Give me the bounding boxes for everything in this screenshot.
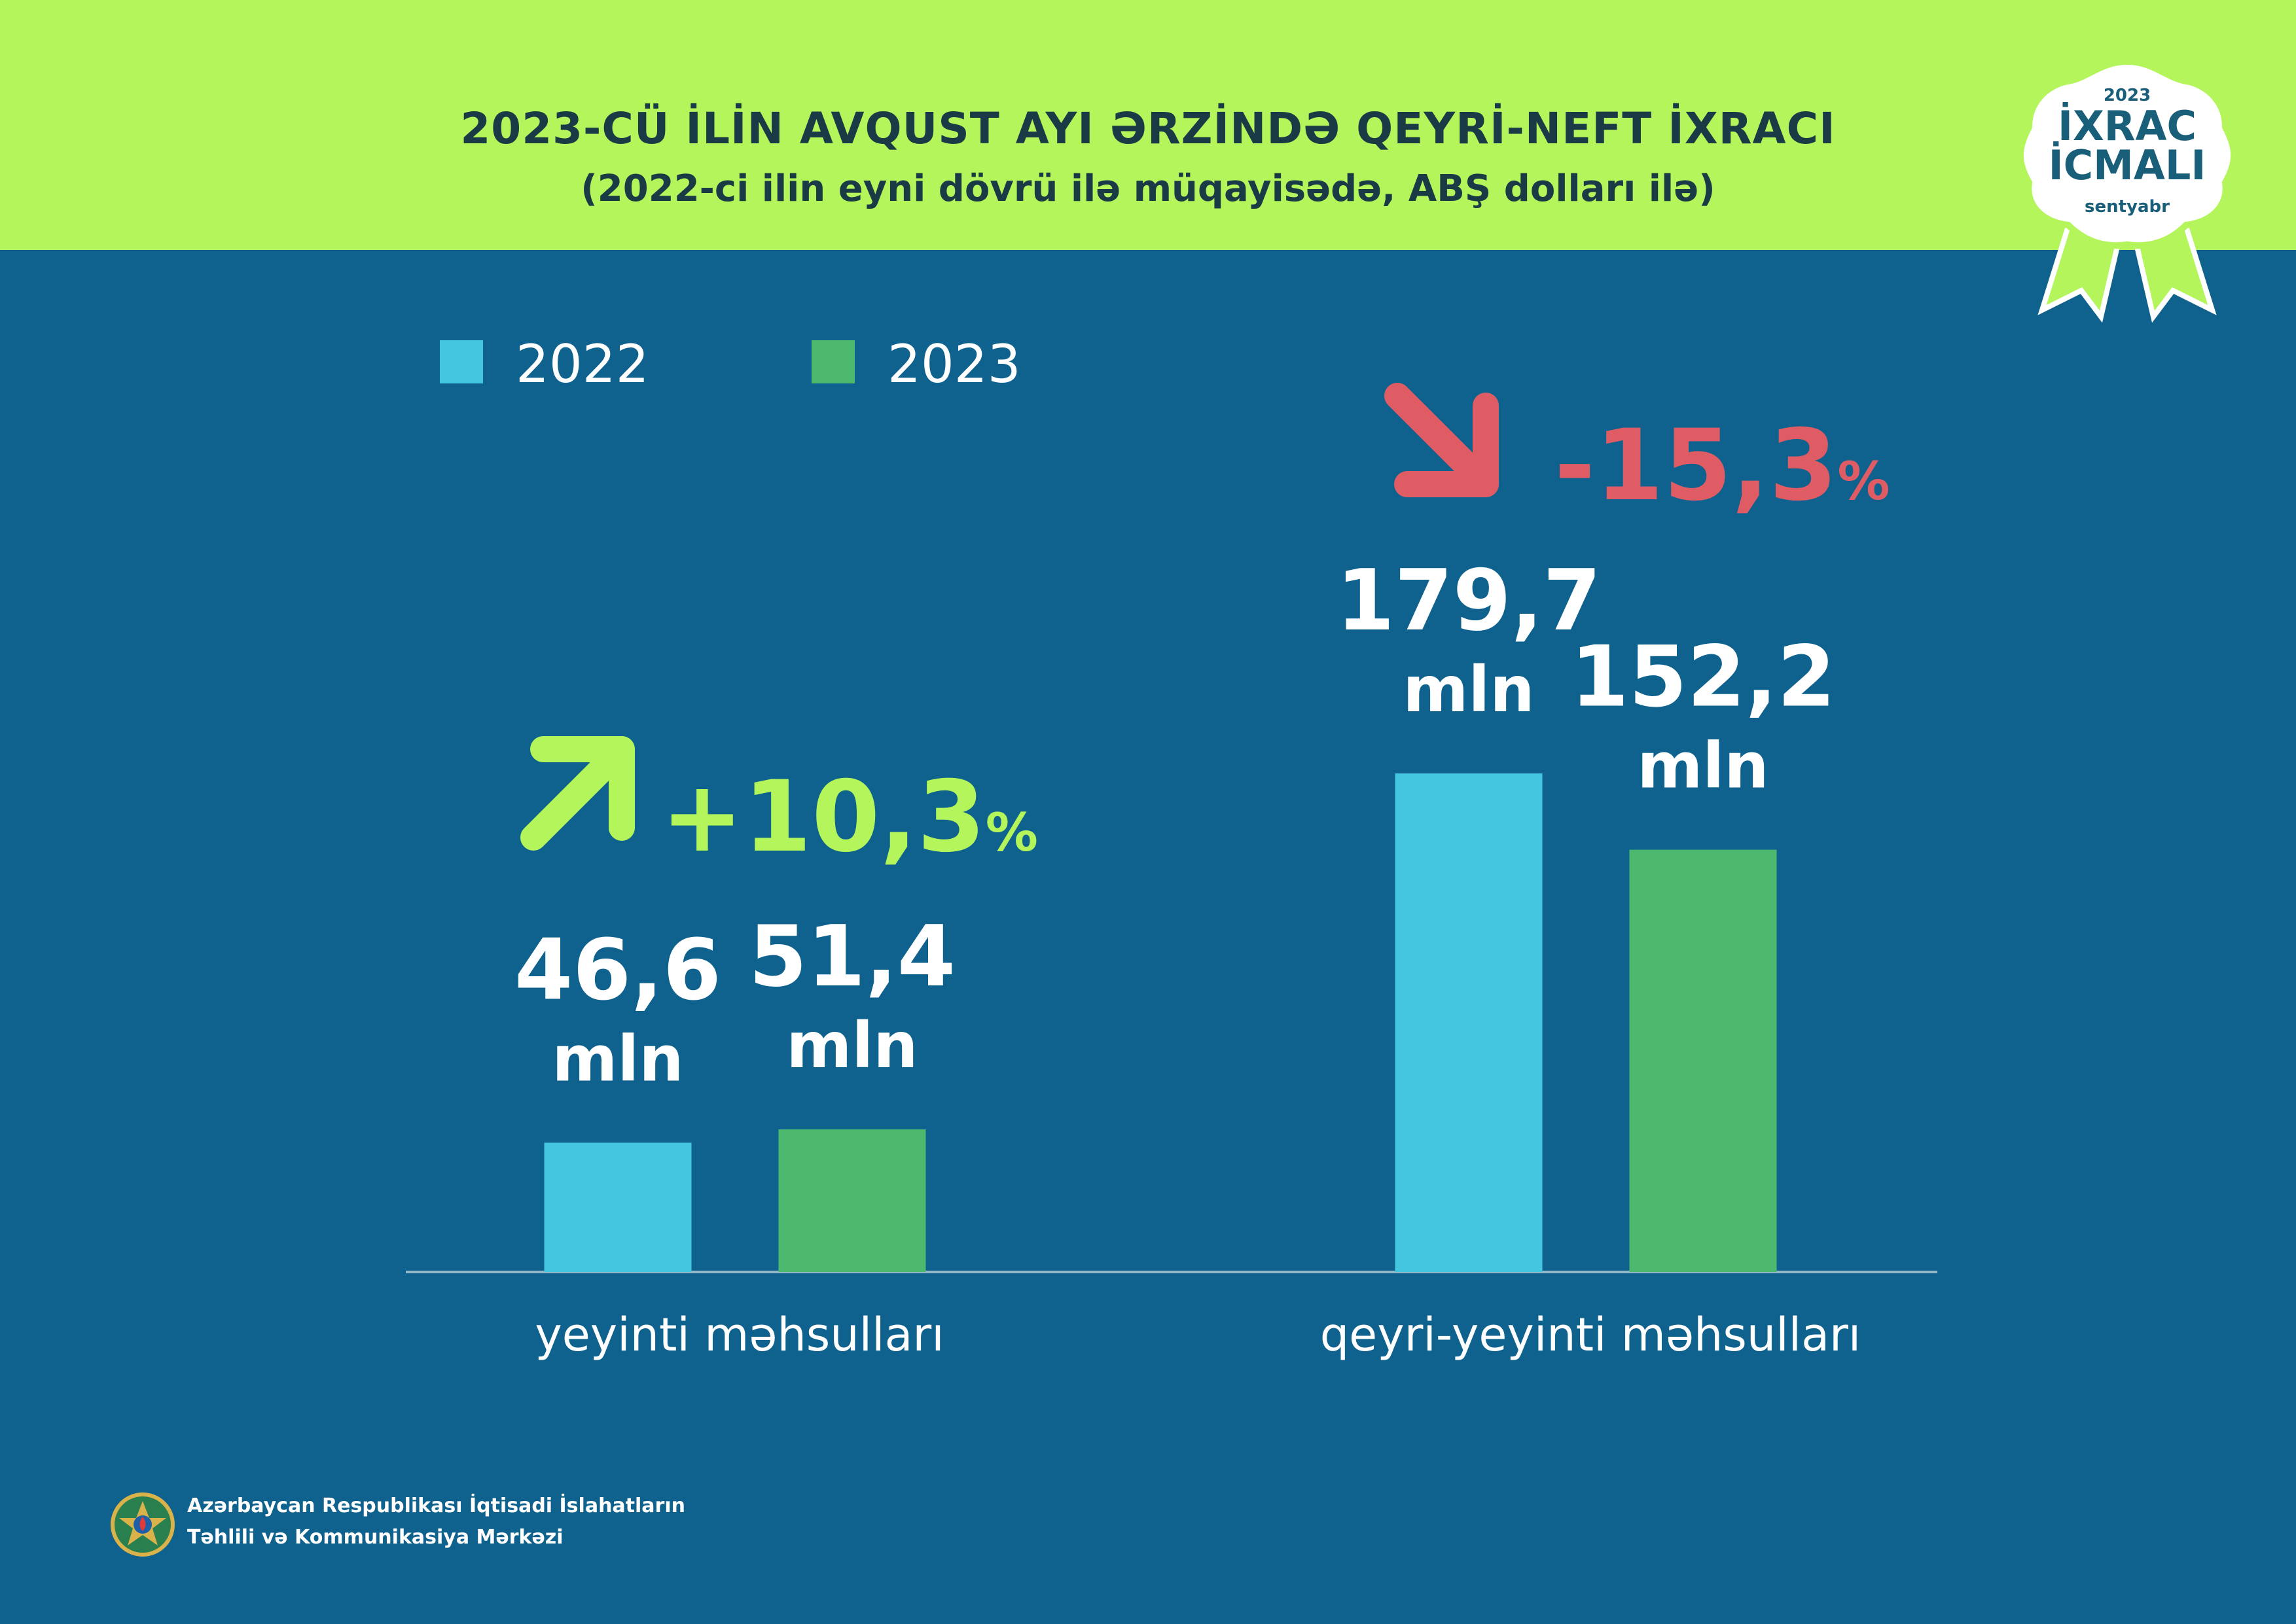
data-label-value: 152,2 xyxy=(1571,629,1836,726)
arrow-down-icon-head xyxy=(1394,393,1499,497)
header-banner: 2023-CÜ İLİN AVQUST AYI ƏRZİNDƏ QEYRİ-NE… xyxy=(0,0,2296,250)
export-review-badge: 2023 İXRAC İCMALI sentyabr xyxy=(2017,58,2238,323)
badge-line1: İXRAC xyxy=(2058,102,2197,150)
legend-label-2022: 2022 xyxy=(516,334,649,395)
org-name-line1: Azərbaycan Respublikası İqtisadi İslahat… xyxy=(187,1494,685,1517)
data-label-value: 46,6 xyxy=(514,921,721,1019)
arrow-down-icon-shaft xyxy=(1384,383,1499,497)
data-label-unit: mln xyxy=(1637,730,1768,803)
data-label-unit: mln xyxy=(1403,653,1534,726)
data-label-unit: mln xyxy=(786,1009,918,1082)
badge-line2: İCMALI xyxy=(2049,141,2206,189)
percent-change-label: -15,3% xyxy=(1554,409,1890,523)
page-title: 2023-CÜ İLİN AVQUST AYI ƏRZİNDƏ QEYRİ-NE… xyxy=(460,103,1836,154)
percent-change-label: +10,3% xyxy=(661,760,1038,874)
arrow-up-icon-head xyxy=(530,736,635,841)
badge-month: sentyabr xyxy=(2085,197,2170,217)
bar-2022 xyxy=(1395,773,1543,1272)
data-label-value: 179,7 xyxy=(1336,552,1602,650)
category-label: qeyri-yeyinti məhsulları xyxy=(1320,1308,1861,1362)
state-emblem-icon xyxy=(111,1492,175,1557)
legend-label-2023: 2023 xyxy=(888,334,1021,395)
data-label-unit: mln xyxy=(552,1022,683,1095)
bar-2023 xyxy=(778,1129,926,1272)
legend-swatch-2023 xyxy=(812,340,855,383)
badge-year: 2023 xyxy=(2104,86,2151,105)
category-label: yeyinti məhsulları xyxy=(535,1308,944,1362)
data-label-value: 51,4 xyxy=(749,908,956,1006)
page-subtitle: (2022-ci ilin eyni dövrü ilə müqayisədə,… xyxy=(581,168,1715,210)
org-name-line2: Təhlili və Kommunikasiya Mərkəzi xyxy=(187,1526,564,1549)
arrow-up-icon-shaft xyxy=(520,736,635,851)
bar-2023 xyxy=(1629,849,1777,1272)
bar-2022 xyxy=(544,1142,692,1272)
legend-swatch-2022 xyxy=(440,340,483,383)
badge-rosette xyxy=(2017,58,2238,249)
